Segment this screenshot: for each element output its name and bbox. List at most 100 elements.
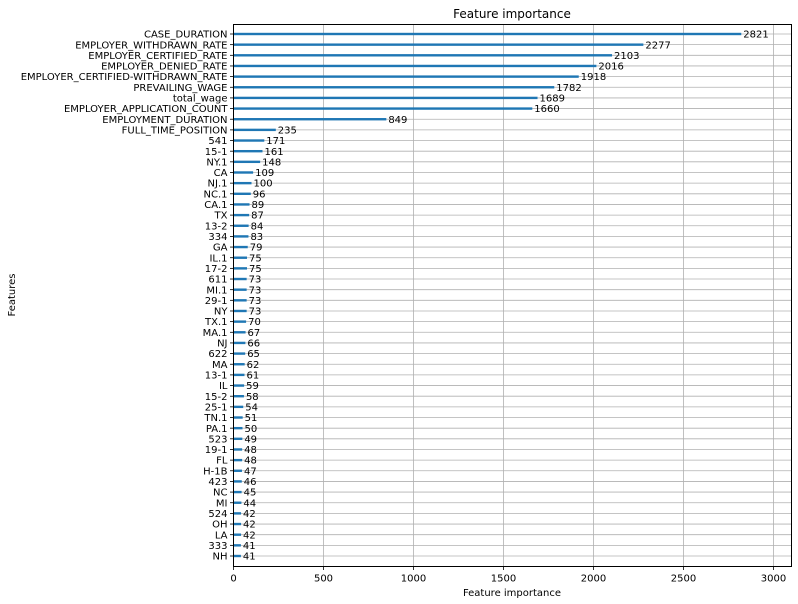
bar <box>233 437 243 441</box>
data-label: 48 <box>244 445 257 456</box>
data-label: 73 <box>249 285 262 296</box>
x-axis-label: Feature importance <box>463 588 561 599</box>
data-label: 75 <box>249 264 262 275</box>
data-label: 2821 <box>743 30 768 41</box>
bar <box>233 395 244 398</box>
y-tick-label: MA.1 <box>203 328 228 339</box>
bar <box>233 203 250 206</box>
bar <box>233 267 247 270</box>
data-label: 50 <box>245 424 258 435</box>
y-tick-label: 29-1 <box>205 296 228 307</box>
y-tick-label: OH <box>212 520 227 531</box>
data-label: 235 <box>278 125 297 136</box>
y-tick-label: H-1B <box>203 466 227 477</box>
x-tick-label: 0 <box>230 574 236 585</box>
bar <box>233 181 252 185</box>
bar <box>233 64 597 68</box>
bar <box>233 149 263 153</box>
data-label: 161 <box>264 147 283 158</box>
bar <box>233 480 242 483</box>
data-label: 148 <box>262 157 281 168</box>
y-tick-label: 423 <box>208 477 227 488</box>
y-tick-label: total_wage <box>173 94 228 105</box>
data-label: 62 <box>247 360 260 371</box>
x-tick-label: 1500 <box>491 574 516 585</box>
y-tick-label: EMPLOYER_APPLICATION_COUNT <box>64 104 228 115</box>
bars <box>233 32 742 558</box>
y-tick-label: NJ <box>217 339 227 350</box>
data-label: 61 <box>246 370 259 381</box>
y-tick-label: 17-2 <box>205 264 228 275</box>
plot-frame <box>233 24 792 567</box>
y-tick-label: 541 <box>208 136 227 147</box>
bar <box>233 363 245 366</box>
bar <box>233 544 241 547</box>
data-label: 1689 <box>540 94 565 105</box>
bar <box>233 426 243 430</box>
data-label: 73 <box>249 275 262 286</box>
y-tick-labels: CASE_DURATIONEMPLOYER_WITHDRAWN_RATEEMPL… <box>21 30 234 563</box>
y-tick-label: CA.1 <box>204 200 227 211</box>
bar <box>233 448 243 451</box>
y-tick-label: NJ.1 <box>208 179 228 190</box>
bar <box>233 213 250 217</box>
data-label: 100 <box>254 179 273 190</box>
data-label: 44 <box>243 498 256 509</box>
data-label: 67 <box>248 328 261 339</box>
data-label: 1918 <box>581 72 606 83</box>
bar <box>233 501 242 504</box>
y-tick-label: EMPLOYER_CERTIFIED-WITHDRAWN_RATE <box>21 72 228 83</box>
bar <box>233 192 251 195</box>
bar <box>233 235 249 238</box>
y-tick-label: EMPLOYER_WITHDRAWN_RATE <box>75 40 227 51</box>
data-label: 96 <box>253 189 266 200</box>
y-tick-label: 334 <box>208 232 227 243</box>
data-label: 41 <box>243 541 256 552</box>
data-label: 89 <box>252 200 265 211</box>
y-tick-label: MI.1 <box>206 285 227 296</box>
data-label: 47 <box>244 466 257 477</box>
x-tick-label: 2000 <box>581 574 606 585</box>
data-label: 42 <box>243 520 256 531</box>
y-tick-label: 13-2 <box>205 221 228 232</box>
y-tick-label: NC <box>213 488 227 499</box>
y-tick-label: GA <box>213 243 228 254</box>
y-tick-label: NY <box>214 307 228 318</box>
bar <box>233 75 579 78</box>
bar <box>233 96 538 100</box>
y-tick-label: MI <box>216 498 228 509</box>
data-label: 2016 <box>598 62 623 73</box>
y-tick-label: EMPLOYER_CERTIFIED_RATE <box>88 51 227 62</box>
y-tick-label: LA <box>215 530 228 541</box>
data-label: 54 <box>245 402 258 413</box>
x-tick-label: 500 <box>314 574 333 585</box>
bar <box>233 288 247 291</box>
data-label: 849 <box>388 115 407 126</box>
y-tick-label: IL <box>219 381 228 392</box>
y-tick-label: EMPLOYMENT_DURATION <box>102 115 227 126</box>
bar <box>233 224 249 227</box>
y-tick-label: NH <box>213 552 228 563</box>
data-label: 1660 <box>534 104 559 115</box>
bar <box>233 107 533 110</box>
y-tick-label: 622 <box>208 349 227 360</box>
y-tick-label: 333 <box>208 541 227 552</box>
data-label: 45 <box>244 488 257 499</box>
bar <box>233 139 265 142</box>
y-tick-label: TN.1 <box>203 413 227 424</box>
bar <box>233 533 242 536</box>
data-label: 73 <box>249 307 262 318</box>
bar <box>233 43 644 46</box>
data-label: 46 <box>244 477 257 488</box>
bar <box>233 299 247 302</box>
y-tick-label: 13-1 <box>205 370 228 381</box>
bar <box>233 554 241 558</box>
data-label: 49 <box>244 434 257 445</box>
y-tick-label: NC.1 <box>203 189 227 200</box>
x-tick-label: 1000 <box>401 574 426 585</box>
bar <box>233 469 242 472</box>
y-tick-label: FULL_TIME_POSITION <box>122 125 228 136</box>
data-label: 42 <box>243 509 256 520</box>
